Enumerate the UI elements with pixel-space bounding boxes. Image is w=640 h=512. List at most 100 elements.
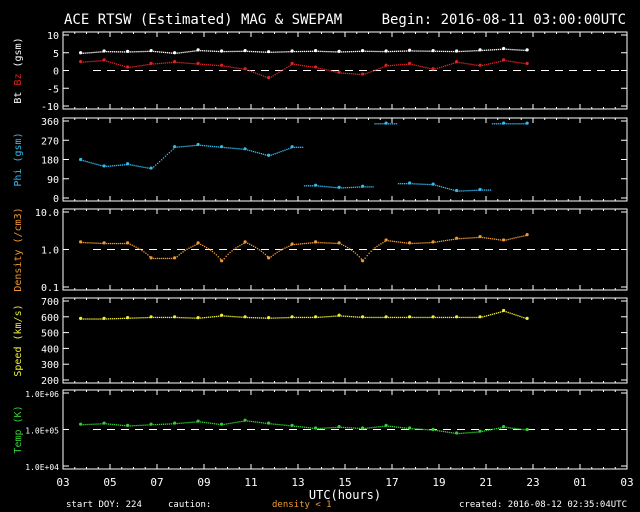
data-dot xyxy=(509,238,511,240)
data-dot xyxy=(139,65,141,67)
data-dot xyxy=(184,145,186,148)
data-dot xyxy=(458,190,460,192)
data-point-density xyxy=(502,238,506,242)
data-dot xyxy=(390,240,392,242)
data-dot xyxy=(350,316,353,318)
data-point-bt xyxy=(126,49,130,53)
data-dot xyxy=(452,316,455,319)
data-dot xyxy=(462,432,464,434)
data-dot xyxy=(374,50,376,53)
data-dot xyxy=(333,242,335,244)
data-dot xyxy=(94,51,96,54)
data-dot xyxy=(345,426,347,429)
data-dot xyxy=(251,420,253,423)
data-dot xyxy=(515,49,517,51)
data-dot xyxy=(325,69,327,71)
data-point-temp xyxy=(126,423,130,427)
data-dot xyxy=(270,154,272,156)
x-tick-label: 23 xyxy=(526,476,539,489)
data-dot xyxy=(141,249,143,252)
data-dot xyxy=(110,423,112,425)
data-dot xyxy=(466,190,468,192)
data-dot xyxy=(405,50,408,52)
data-dot xyxy=(509,427,511,429)
data-dot xyxy=(331,242,333,244)
data-dot xyxy=(454,62,456,64)
data-dot xyxy=(111,51,114,53)
data-dot xyxy=(186,62,188,64)
data-dot xyxy=(123,164,126,166)
data-dot xyxy=(149,63,151,65)
data-dot xyxy=(237,67,239,69)
data-dot xyxy=(202,317,204,319)
data-point-bt xyxy=(502,46,506,51)
data-dot xyxy=(249,420,251,422)
data-dot xyxy=(419,50,421,52)
data-dot xyxy=(188,51,190,53)
data-dot xyxy=(94,242,96,244)
data-dot xyxy=(372,70,374,72)
data-dot xyxy=(111,318,114,320)
data-dot xyxy=(366,427,368,429)
data-dot xyxy=(133,66,135,68)
data-point-bt xyxy=(337,49,341,53)
data-dot xyxy=(96,423,98,425)
data-dot xyxy=(110,51,112,53)
data-dot xyxy=(135,65,137,68)
data-dot xyxy=(296,63,298,66)
data-dot xyxy=(258,152,261,154)
data-dot xyxy=(92,423,94,425)
data-dot xyxy=(495,312,498,314)
data-dot xyxy=(286,424,288,427)
data-dot xyxy=(252,317,255,319)
data-dot xyxy=(376,316,378,319)
data-dot xyxy=(523,62,525,65)
data-dot xyxy=(507,123,509,125)
data-dot xyxy=(370,50,372,53)
data-dot xyxy=(305,426,308,429)
data-dot xyxy=(384,240,386,243)
data-dot xyxy=(254,72,257,74)
data-dot xyxy=(437,67,439,69)
data-dot xyxy=(145,252,147,254)
data-dot xyxy=(129,425,131,427)
data-dot xyxy=(262,317,265,319)
data-dot xyxy=(284,149,286,151)
data-dot xyxy=(178,254,180,256)
data-dot xyxy=(164,51,167,54)
data-dot xyxy=(84,242,86,244)
data-dot xyxy=(497,239,500,241)
data-dot xyxy=(411,242,413,245)
data-point-density xyxy=(525,232,529,237)
data-dot xyxy=(364,73,366,75)
data-dot xyxy=(427,67,429,69)
data-dot xyxy=(162,423,165,425)
data-dot xyxy=(115,242,118,245)
data-dot xyxy=(307,242,310,244)
data-dot xyxy=(348,427,351,429)
data-point-bz xyxy=(478,63,482,67)
data-dot xyxy=(90,162,92,164)
data-point-temp xyxy=(243,418,247,422)
data-dot xyxy=(111,423,114,426)
data-dot xyxy=(401,316,404,319)
data-dot xyxy=(92,60,94,63)
data-dot xyxy=(519,123,521,125)
data-dot xyxy=(123,51,126,53)
data-dot xyxy=(237,148,239,150)
data-dot xyxy=(474,64,476,66)
data-dot xyxy=(372,426,374,429)
panel-frame-phi xyxy=(62,117,628,202)
data-dot xyxy=(427,50,429,52)
data-dot xyxy=(341,72,343,74)
data-dot xyxy=(439,185,441,188)
data-point-bt xyxy=(220,49,224,53)
data-dot xyxy=(487,63,490,65)
y-tick-label: 700 xyxy=(41,297,59,308)
data-dot xyxy=(180,316,182,319)
data-dot xyxy=(372,248,374,251)
data-dot xyxy=(239,421,241,423)
data-dot xyxy=(252,71,255,73)
data-dot xyxy=(505,48,507,50)
data-dot xyxy=(352,186,355,188)
